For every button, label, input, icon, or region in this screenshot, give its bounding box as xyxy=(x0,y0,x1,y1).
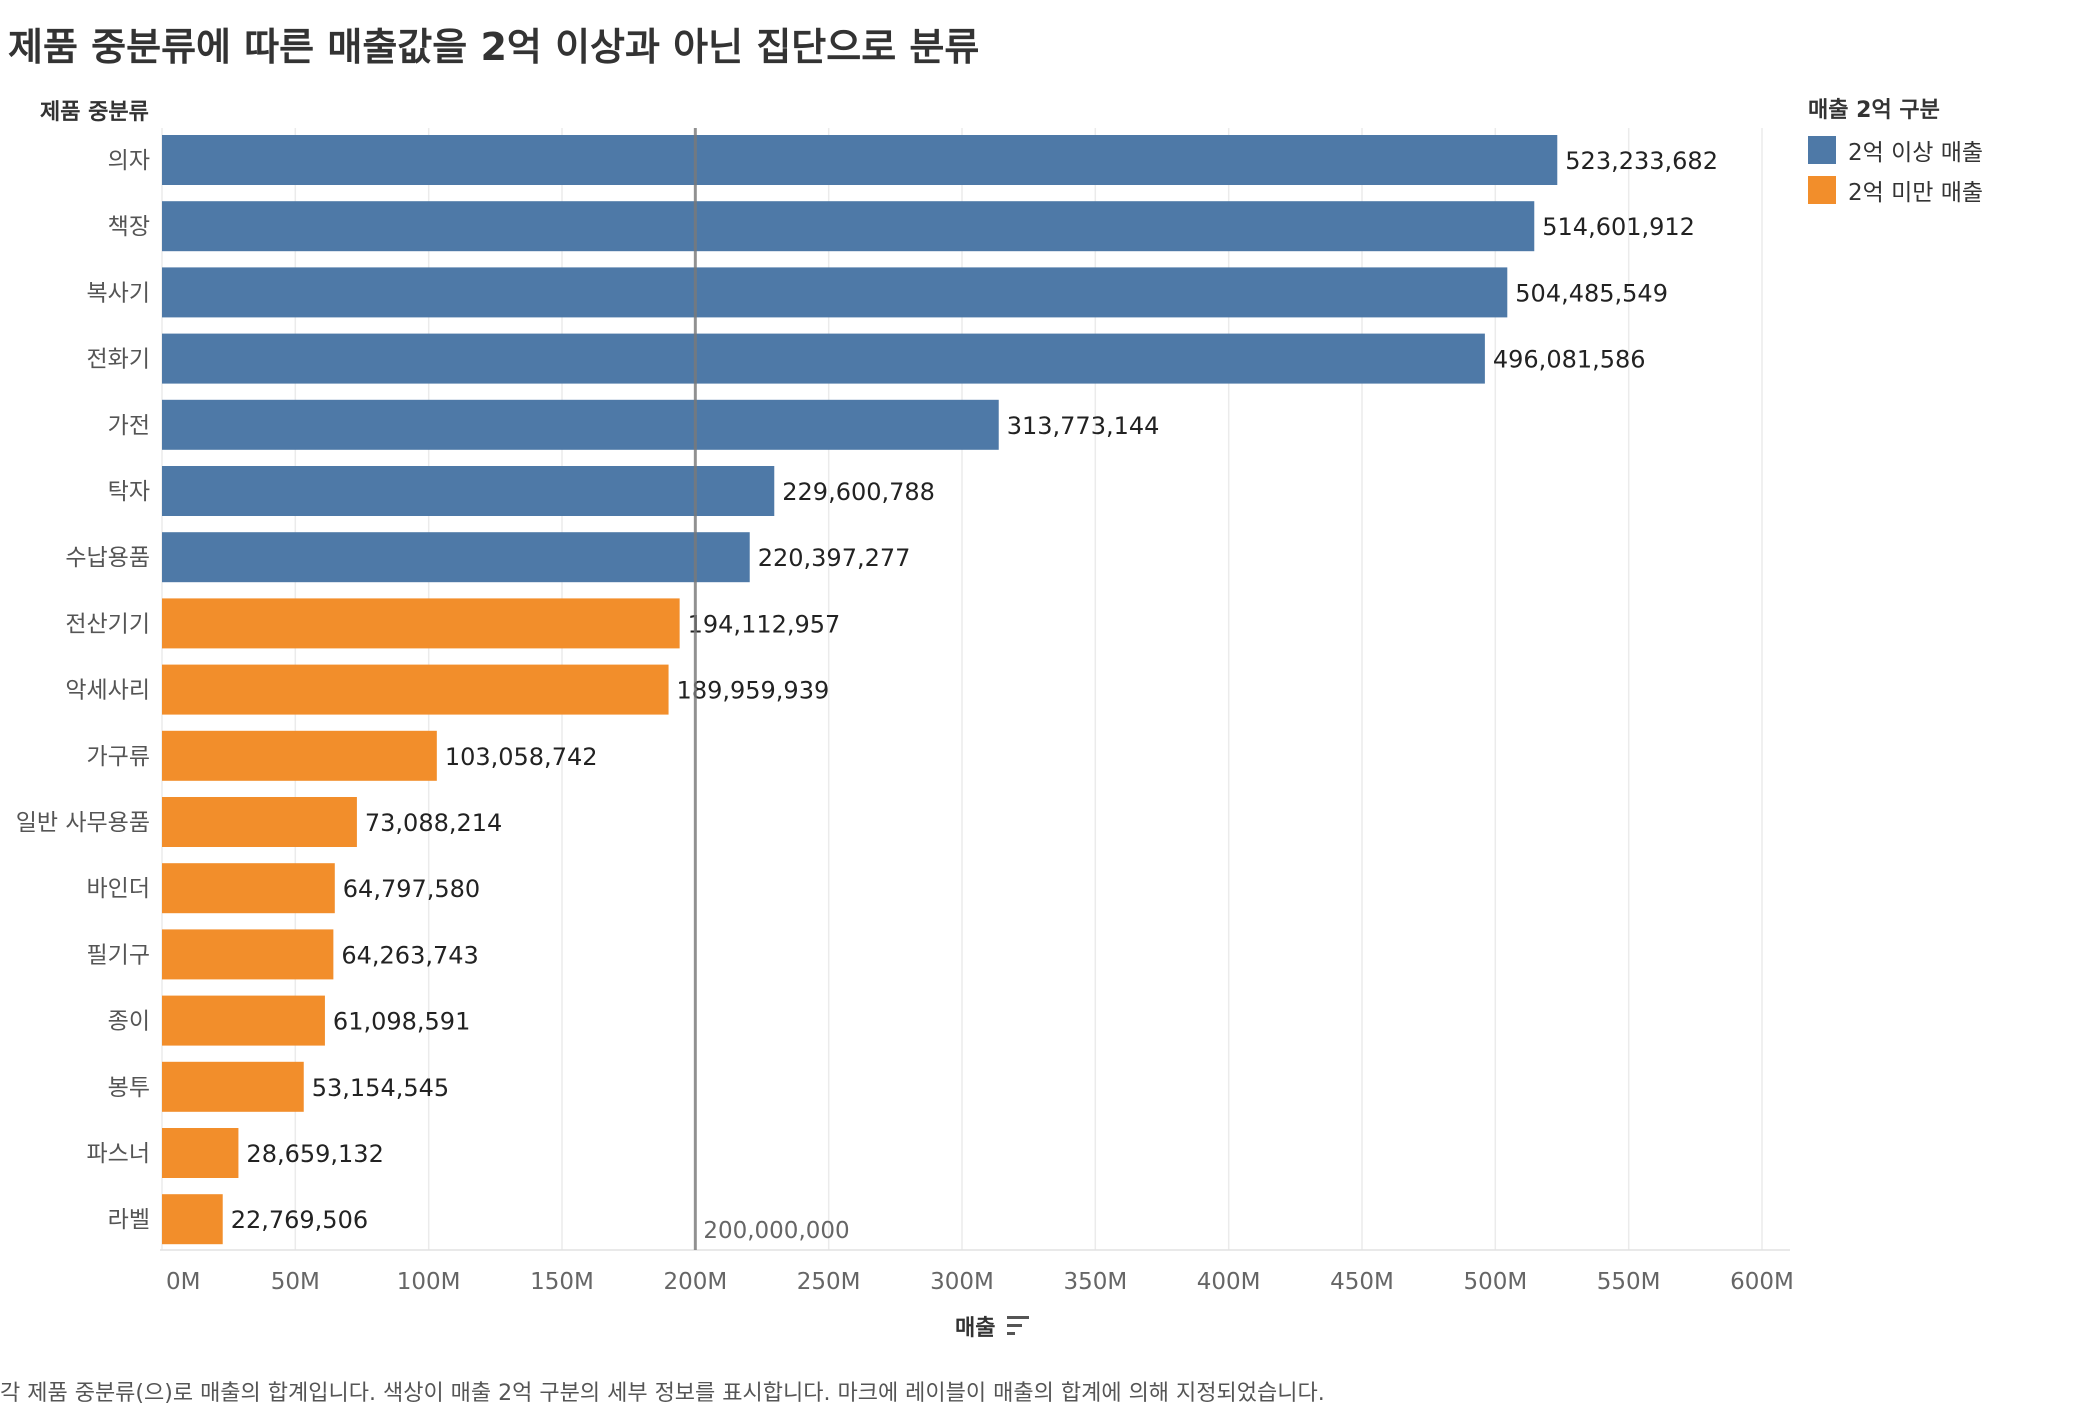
bar[interactable] xyxy=(162,135,1558,185)
legend-title: 매출 2억 구분 xyxy=(1808,98,1940,123)
category-label: 가전 xyxy=(108,413,150,439)
category-label: 가구류 xyxy=(87,744,150,770)
bar[interactable] xyxy=(162,863,335,914)
category-label: 필기구 xyxy=(87,942,150,968)
bar[interactable] xyxy=(162,333,1485,384)
x-tick-label: 450M xyxy=(1330,1269,1394,1295)
bar[interactable] xyxy=(162,267,1508,318)
category-label: 책장 xyxy=(108,214,150,240)
category-label: 바인더 xyxy=(87,876,150,902)
bar[interactable] xyxy=(162,797,357,847)
category-label: 일반 사무용품 xyxy=(16,810,150,836)
x-tick-label: 600M xyxy=(1730,1269,1794,1295)
x-axis-title-row: 매출 xyxy=(955,1310,1031,1342)
category-label: 라벨 xyxy=(108,1207,150,1233)
value-label: 229,600,788 xyxy=(782,478,935,506)
value-label: 22,769,506 xyxy=(231,1206,368,1234)
value-label: 189,959,939 xyxy=(677,677,830,705)
bar[interactable] xyxy=(162,201,1535,252)
legend-swatch-below xyxy=(1808,176,1836,204)
reference-line-label: 200,000,000 xyxy=(703,1218,849,1244)
value-label: 103,058,742 xyxy=(445,743,598,771)
bar[interactable] xyxy=(162,664,669,715)
value-label: 28,659,132 xyxy=(246,1140,383,1168)
bar[interactable] xyxy=(162,1061,304,1112)
bar[interactable] xyxy=(162,995,325,1046)
value-label: 64,797,580 xyxy=(343,875,480,903)
category-label: 악세사리 xyxy=(65,678,150,704)
bar[interactable] xyxy=(162,730,437,781)
chart-title: 제품 중분류에 따른 매출값을 2억 이상과 아닌 집단으로 분류 xyxy=(8,25,980,69)
value-label: 496,081,586 xyxy=(1493,346,1646,374)
bar[interactable] xyxy=(162,466,775,516)
x-axis-title: 매출 xyxy=(955,1316,996,1341)
x-tick-label: 250M xyxy=(797,1269,861,1295)
value-label: 194,112,957 xyxy=(688,610,841,638)
legend-swatch-above xyxy=(1808,136,1836,164)
category-label: 전산기기 xyxy=(65,611,150,637)
bar[interactable] xyxy=(162,1128,239,1178)
bar[interactable] xyxy=(162,929,334,980)
x-tick-label: 100M xyxy=(397,1269,461,1295)
category-label: 탁자 xyxy=(108,479,150,505)
row-header: 제품 중분류 xyxy=(40,100,149,125)
x-tick-label: 0M xyxy=(166,1269,200,1295)
caption: 각 제품 중분류(으)로 매출의 합계입니다. 색상이 매출 2억 구분의 세부… xyxy=(0,1381,1325,1406)
category-label: 의자 xyxy=(108,148,150,174)
value-label: 504,485,549 xyxy=(1515,279,1668,307)
x-tick-label: 400M xyxy=(1197,1269,1261,1295)
legend-label-below: 2억 미만 매출 xyxy=(1848,180,1984,206)
value-label: 220,397,277 xyxy=(758,544,911,572)
bar[interactable] xyxy=(162,1194,223,1245)
legend: 매출 2억 구분 2억 이상 매출 2억 미만 매출 xyxy=(1808,92,1983,210)
legend-item-below[interactable]: 2억 미만 매출 xyxy=(1808,170,1983,210)
value-label: 64,263,743 xyxy=(341,941,478,969)
x-tick-label: 350M xyxy=(1063,1269,1127,1295)
x-tick-label: 200M xyxy=(663,1269,727,1295)
bar[interactable] xyxy=(162,532,750,583)
bar[interactable] xyxy=(162,598,680,649)
x-tick-label: 300M xyxy=(930,1269,994,1295)
category-label: 봉투 xyxy=(108,1075,150,1101)
legend-item-above[interactable]: 2억 이상 매출 xyxy=(1808,130,1983,170)
value-label: 514,601,912 xyxy=(1542,213,1695,241)
x-tick-label: 550M xyxy=(1597,1269,1661,1295)
category-label: 종이 xyxy=(108,1009,150,1035)
value-label: 313,773,144 xyxy=(1007,412,1160,440)
value-label: 523,233,682 xyxy=(1565,147,1718,175)
value-label: 61,098,591 xyxy=(333,1008,470,1036)
sort-descending-icon[interactable] xyxy=(1007,1316,1031,1336)
category-label: 수납용품 xyxy=(65,545,150,571)
value-label: 73,088,214 xyxy=(365,809,502,837)
x-tick-label: 500M xyxy=(1463,1269,1527,1295)
x-tick-label: 50M xyxy=(271,1269,320,1295)
legend-label-above: 2억 이상 매출 xyxy=(1848,140,1984,166)
bar[interactable] xyxy=(162,399,999,450)
category-label: 복사기 xyxy=(87,280,150,306)
category-label: 파스너 xyxy=(87,1141,150,1167)
value-label: 53,154,545 xyxy=(312,1074,449,1102)
x-tick-label: 150M xyxy=(530,1269,594,1295)
category-label: 전화기 xyxy=(87,347,150,373)
